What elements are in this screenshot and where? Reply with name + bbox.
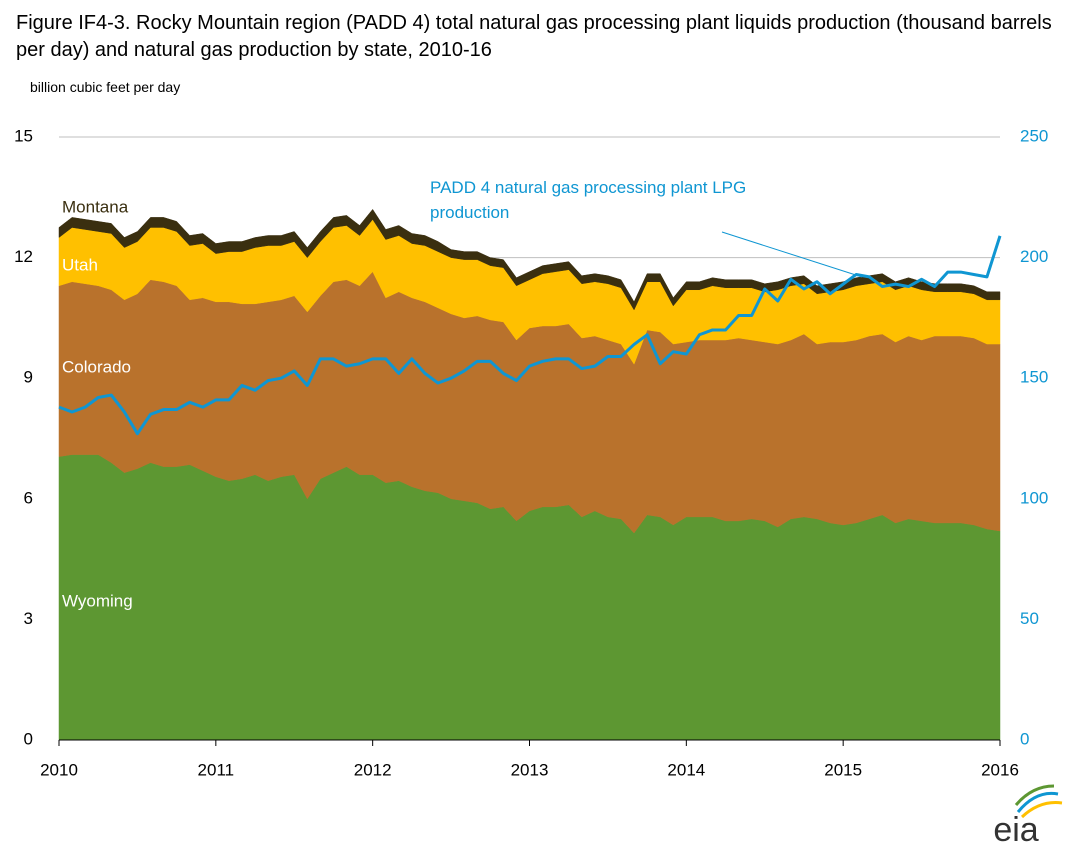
areas	[58, 208, 1001, 741]
y2-tick-label: 100	[1020, 488, 1048, 507]
chart-title: Figure IF4-3. Rocky Mountain region (PAD…	[16, 12, 1052, 61]
logo-text: eia	[993, 811, 1038, 849]
y2-tick-label: 250	[1020, 126, 1048, 145]
x-tick-label: 2016	[981, 760, 1019, 779]
y2-tick-label: 0	[1020, 729, 1029, 748]
logo-swoosh	[1020, 801, 1063, 819]
x-tick-label: 2012	[354, 760, 392, 779]
annotation-leader	[721, 231, 863, 278]
area	[58, 208, 1001, 311]
y2-tick-label: 150	[1020, 368, 1048, 387]
series-label: Utah	[62, 255, 98, 274]
annotation: PADD 4 natural gas processing plant LPG …	[430, 178, 747, 222]
y-axis-label: billion cubic feet per day	[30, 79, 181, 95]
series-label: Montana	[62, 197, 129, 216]
series-label: Wyoming	[62, 591, 133, 610]
line	[58, 235, 1002, 436]
y-tick-label: 9	[24, 368, 33, 387]
y2-tick-label: 50	[1020, 609, 1039, 628]
y-tick-label: 12	[14, 247, 33, 266]
y-tick-label: 3	[24, 609, 33, 628]
lines	[58, 235, 1002, 436]
logo: eia	[993, 784, 1063, 849]
y2-tick-label: 200	[1020, 247, 1048, 266]
x-tick-label: 2015	[824, 760, 862, 779]
logo-swoosh	[1014, 784, 1055, 806]
x-tick-label: 2014	[667, 760, 705, 779]
y-tick-label: 6	[24, 488, 33, 507]
y-tick-label: 15	[14, 126, 33, 145]
y-tick-label: 0	[24, 729, 33, 748]
x-tick-label: 2011	[198, 760, 235, 779]
logo-swoosh	[1016, 791, 1059, 813]
x-tick-label: 2013	[511, 760, 549, 779]
series-label: Colorado	[62, 357, 131, 376]
x-tick-label: 2010	[40, 760, 78, 779]
